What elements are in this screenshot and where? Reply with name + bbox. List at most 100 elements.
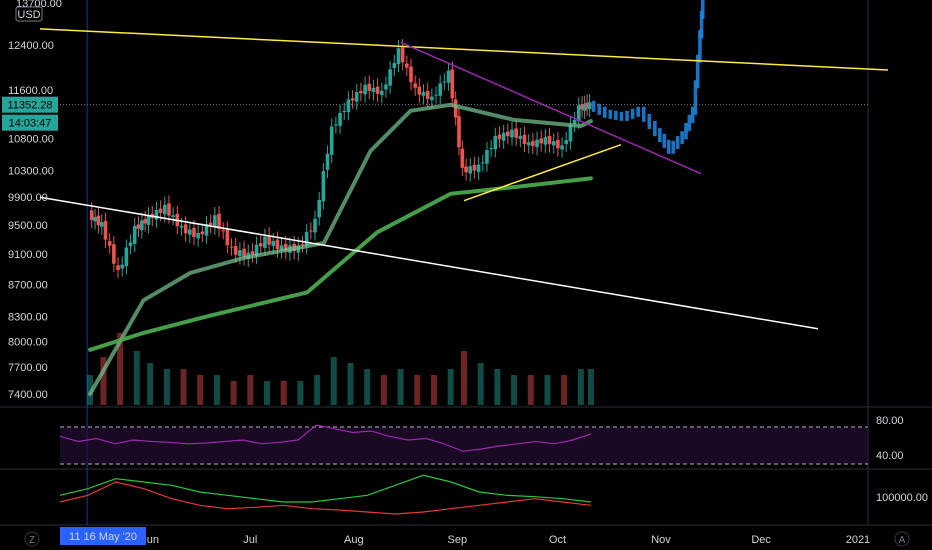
volume-bar	[430, 375, 437, 405]
candle-body	[460, 148, 465, 168]
candle-body	[430, 96, 434, 101]
candle-body	[405, 63, 409, 68]
volume-bar	[587, 369, 594, 405]
price-tick-label: 7400.00	[8, 389, 48, 401]
projection-bar	[591, 100, 596, 112]
projection-bar	[625, 110, 629, 121]
candle-body	[535, 139, 539, 148]
candle-body	[204, 224, 209, 236]
candle-body	[560, 145, 564, 150]
price-tick-label: 11600.00	[8, 85, 53, 97]
candle-body	[162, 204, 167, 215]
candle-body	[450, 69, 455, 99]
candle-body	[196, 232, 200, 239]
candle-body	[346, 99, 351, 113]
candle-body	[506, 131, 510, 137]
candle-body	[539, 138, 544, 144]
zoom-icon[interactable]	[24, 531, 40, 547]
candle-body	[329, 126, 334, 155]
projection-bar	[630, 108, 635, 119]
projection-bar	[693, 80, 698, 115]
candle-body	[501, 132, 506, 141]
candle-body	[171, 215, 175, 217]
candle-body	[192, 227, 196, 237]
candle-body	[229, 246, 234, 248]
volume-bar	[461, 351, 467, 405]
projection-bar	[671, 140, 676, 154]
volume-bar	[494, 369, 501, 405]
projection-bar	[680, 131, 684, 145]
candle-body	[522, 134, 527, 145]
time-tick-label: Oct	[549, 534, 566, 546]
time-tick-label: Jul	[243, 534, 257, 546]
candle-body	[442, 81, 447, 83]
candle-body	[556, 139, 560, 149]
candle-body	[384, 84, 388, 90]
candle-body	[140, 220, 144, 231]
volume-bar	[447, 369, 454, 405]
price-tick-label: 7700.00	[8, 362, 48, 374]
candle-body	[284, 243, 288, 252]
projection-bar	[687, 114, 692, 132]
projection-bar	[636, 106, 640, 117]
candle-body	[208, 222, 213, 226]
candle-body	[136, 224, 141, 229]
currency-label: USD	[17, 9, 40, 21]
auto-scale-icon-label: A	[899, 535, 906, 546]
candle-body	[585, 102, 589, 108]
trend-line[interactable]	[39, 28, 889, 71]
currency-badge[interactable]	[15, 6, 43, 22]
rsi-upper-label: 80.00	[876, 415, 904, 427]
last-price-badge	[2, 96, 58, 113]
rsi-line	[59, 424, 592, 452]
candle-body	[446, 70, 451, 83]
volume-bar	[100, 357, 107, 405]
moving-average-line	[88, 176, 593, 352]
time-tick-label: Sep	[448, 534, 468, 546]
volume-bar	[414, 375, 421, 405]
candle-body	[321, 171, 326, 202]
candle-body	[217, 213, 221, 229]
volume-bar	[364, 369, 371, 405]
candle-body	[388, 69, 392, 86]
volume-bar	[527, 375, 534, 405]
candle-body	[279, 245, 284, 251]
candle-body	[132, 225, 137, 244]
candle-body	[564, 140, 569, 145]
volume-bar	[347, 363, 354, 405]
price-tick-label: 8300.00	[8, 311, 48, 323]
projection-bar	[675, 136, 680, 149]
trend-line[interactable]	[39, 196, 819, 330]
projection-bar	[658, 128, 662, 143]
trend-line[interactable]	[463, 143, 622, 202]
candle-body	[396, 48, 401, 65]
last-price-value: 11352.28	[7, 100, 52, 112]
volume-bar	[147, 363, 154, 405]
moving-average-line	[88, 102, 593, 396]
zoom-icon-label: Z	[29, 535, 35, 546]
candle-body	[400, 47, 405, 63]
dmi-plus-line	[59, 474, 591, 503]
volume-bar	[511, 375, 518, 405]
projection-bar	[653, 120, 657, 137]
candle-body	[367, 83, 372, 91]
candle-body	[325, 153, 330, 170]
candle-body	[572, 120, 577, 124]
candle-body	[154, 209, 159, 220]
candle-body	[409, 66, 413, 83]
volume-bar	[180, 369, 187, 405]
candle-body	[304, 231, 309, 246]
volume-bar	[314, 375, 321, 405]
projection-bar	[619, 111, 624, 121]
candle-body	[354, 92, 359, 102]
dmi-axis-label: 100000.00	[876, 492, 928, 504]
auto-scale-icon[interactable]	[894, 531, 910, 547]
projection-bar	[641, 106, 646, 122]
price-tick-label: 9900.00	[8, 192, 48, 204]
trend-line[interactable]	[400, 41, 702, 175]
candle-body	[233, 246, 238, 255]
candle-body	[89, 210, 94, 220]
candle-body	[258, 243, 263, 247]
candle-body	[485, 150, 489, 164]
